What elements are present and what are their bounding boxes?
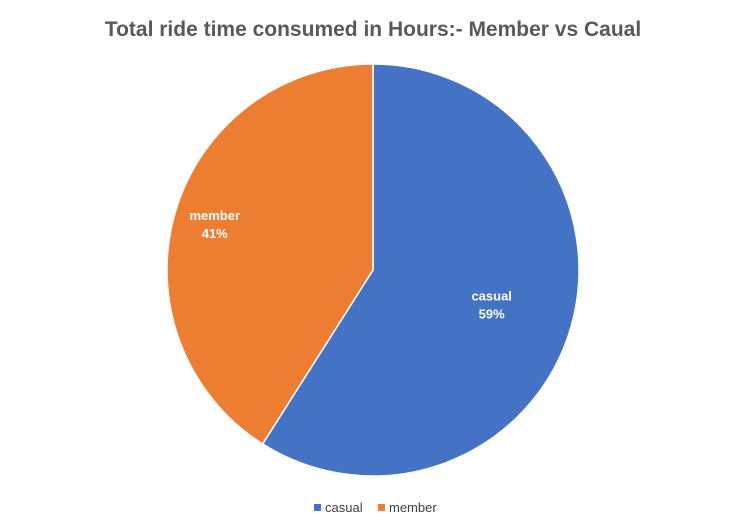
slice-value-member: 41% (202, 226, 228, 241)
chart-title: Total ride time consumed in Hours:- Memb… (105, 18, 641, 41)
slice-value-casual: 59% (479, 306, 505, 321)
pie-slices (166, 63, 580, 477)
legend-label-member: member (389, 500, 437, 515)
slice-label-member: member (189, 208, 240, 223)
legend-swatch-casual (314, 504, 321, 511)
legend-swatch-member (378, 504, 385, 511)
slice-labels: casual 59% member 41% (189, 208, 511, 321)
pie-slice-member (166, 63, 374, 445)
legend-label-casual: casual (325, 500, 363, 515)
slice-label-casual: casual (471, 288, 511, 303)
legend: casual member (314, 500, 437, 515)
pie-slice-casual (261, 63, 580, 477)
